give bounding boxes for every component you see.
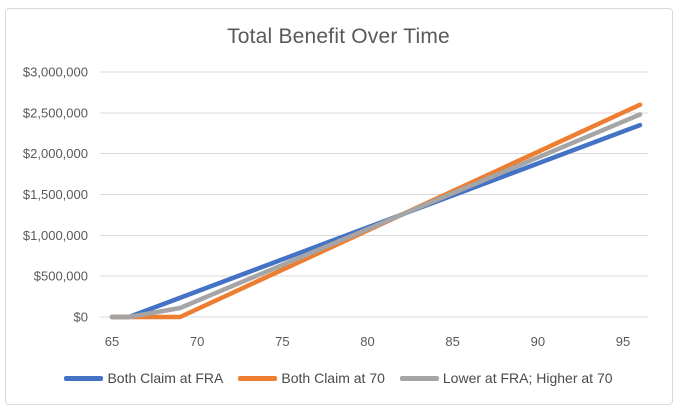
y-tick-label: $3,000,000 — [23, 65, 88, 80]
x-axis[interactable]: 65 70 75 80 85 90 95 — [105, 334, 630, 349]
gridlines — [100, 71, 648, 318]
x-tick-label: 75 — [275, 334, 289, 349]
y-tick-label: $2,500,000 — [23, 105, 88, 120]
x-tick-label: 70 — [190, 334, 204, 349]
series-line-both-claim-at-70[interactable] — [109, 102, 643, 320]
series-lines[interactable] — [109, 102, 643, 320]
legend-line-swatch-icon — [64, 375, 104, 381]
x-tick-label: 80 — [360, 334, 374, 349]
x-tick-label: 95 — [616, 334, 630, 349]
chart-legend[interactable]: Both Claim at FRA Both Claim at 70 Lower a… — [0, 369, 677, 387]
x-tick-label: 90 — [531, 334, 545, 349]
y-tick-label: $0 — [74, 310, 88, 325]
legend-line-swatch-icon — [399, 375, 439, 381]
legend-line-swatch-icon — [238, 375, 278, 381]
x-tick-label: 65 — [105, 334, 119, 349]
legend-item-lower-at-fra-higher-at-70[interactable]: Lower at FRA; Higher at 70 — [399, 369, 613, 387]
x-tick-label: 85 — [445, 334, 459, 349]
legend-label: Both Claim at FRA — [107, 370, 224, 386]
y-tick-label: $1,000,000 — [23, 228, 88, 243]
legend-item-both-claim-at-70[interactable]: Both Claim at 70 — [238, 369, 385, 387]
y-tick-label: $2,000,000 — [23, 146, 88, 161]
chart-title[interactable]: Total Benefit Over Time — [227, 25, 450, 48]
y-tick-label: $500,000 — [34, 269, 88, 284]
y-tick-label: $1,500,000 — [23, 187, 88, 202]
legend-item-both-claim-at-fra[interactable]: Both Claim at FRA — [64, 369, 223, 387]
series-line-lower-at-fra-higher-at-70[interactable] — [109, 112, 643, 320]
legend-label: Both Claim at 70 — [281, 370, 385, 386]
chart-frame[interactable] — [5, 8, 673, 405]
legend-label: Lower at FRA; Higher at 70 — [442, 370, 613, 386]
y-axis[interactable]: $0 $500,000 $1,000,000 $1,500,000 $2,000,000… — [23, 65, 88, 325]
